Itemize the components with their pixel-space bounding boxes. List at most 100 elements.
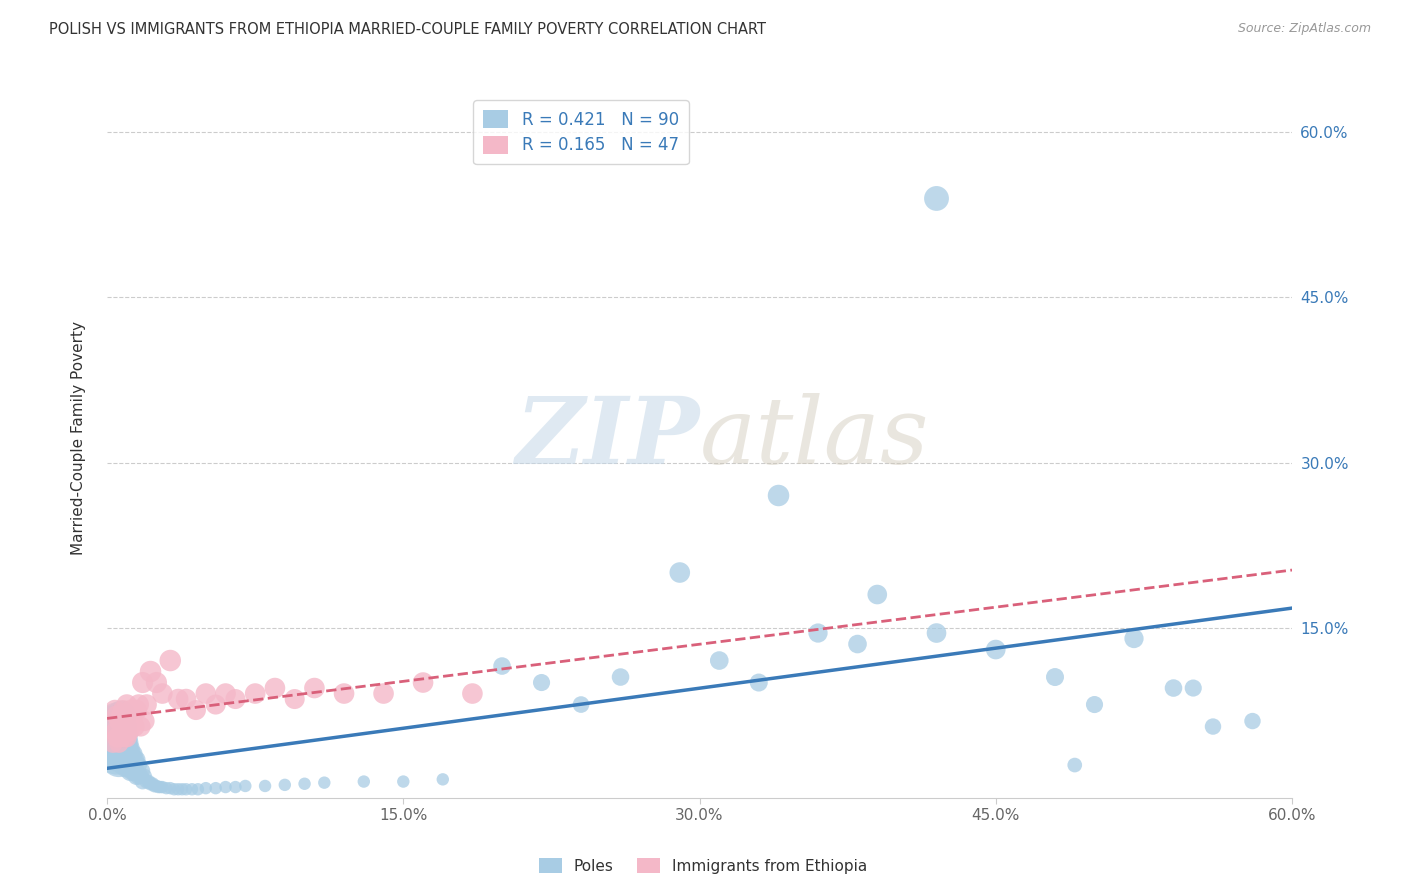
Text: atlas: atlas: [700, 392, 929, 483]
Point: [111, 703, 134, 717]
Point: [114, 731, 136, 745]
Point: [104, 703, 127, 717]
Point: [163, 782, 186, 797]
Point: [925, 191, 948, 205]
Point: [114, 741, 136, 756]
Point: [125, 769, 148, 783]
Point: [120, 764, 142, 778]
Point: [121, 764, 143, 778]
Point: [204, 781, 226, 796]
Point: [174, 782, 197, 797]
Point: [846, 637, 869, 651]
Point: [110, 747, 132, 761]
Point: [129, 720, 152, 734]
Point: [925, 626, 948, 640]
Point: [412, 675, 434, 690]
Point: [181, 782, 204, 797]
Point: [101, 725, 124, 739]
Point: [709, 654, 731, 668]
Point: [159, 654, 181, 668]
Point: [120, 703, 142, 717]
Point: [110, 708, 132, 723]
Point: [148, 780, 170, 794]
Point: [111, 741, 134, 756]
Point: [333, 687, 356, 701]
Point: [284, 692, 307, 706]
Point: [304, 681, 326, 695]
Point: [150, 780, 173, 794]
Point: [110, 708, 132, 723]
Point: [114, 731, 136, 745]
Point: [184, 703, 207, 717]
Point: [115, 731, 138, 745]
Point: [118, 758, 141, 772]
Point: [243, 687, 266, 701]
Point: [264, 681, 287, 695]
Point: [124, 720, 146, 734]
Point: [159, 781, 181, 796]
Point: [111, 753, 134, 767]
Point: [807, 626, 830, 640]
Point: [748, 675, 770, 690]
Point: [104, 741, 127, 756]
Point: [110, 725, 132, 739]
Point: [111, 725, 134, 739]
Point: [105, 708, 128, 723]
Point: [101, 736, 124, 750]
Point: [120, 720, 142, 734]
Point: [768, 489, 790, 503]
Point: [100, 720, 122, 734]
Point: [373, 687, 395, 701]
Point: [1123, 632, 1146, 646]
Text: ZIP: ZIP: [515, 392, 700, 483]
Point: [143, 779, 166, 793]
Point: [125, 703, 148, 717]
Point: [115, 758, 138, 772]
Point: [121, 747, 143, 761]
Point: [149, 780, 172, 794]
Point: [150, 687, 173, 701]
Point: [131, 764, 153, 778]
Point: [135, 698, 157, 712]
Point: [1063, 758, 1085, 772]
Point: [108, 753, 131, 767]
Point: [114, 753, 136, 767]
Point: [569, 698, 592, 712]
Point: [134, 714, 156, 728]
Point: [194, 687, 217, 701]
Point: [668, 566, 690, 580]
Point: [120, 747, 142, 761]
Point: [461, 687, 484, 701]
Point: [145, 779, 167, 793]
Point: [609, 670, 631, 684]
Point: [984, 642, 1007, 657]
Point: [432, 772, 454, 787]
Legend: Poles, Immigrants from Ethiopia: Poles, Immigrants from Ethiopia: [533, 852, 873, 880]
Point: [125, 753, 148, 767]
Text: POLISH VS IMMIGRANTS FROM ETHIOPIA MARRIED-COUPLE FAMILY POVERTY CORRELATION CHA: POLISH VS IMMIGRANTS FROM ETHIOPIA MARRI…: [49, 22, 766, 37]
Point: [118, 741, 141, 756]
Point: [105, 747, 128, 761]
Point: [115, 698, 138, 712]
Point: [105, 731, 128, 745]
Point: [167, 782, 190, 797]
Point: [131, 675, 153, 690]
Point: [139, 777, 162, 791]
Point: [214, 687, 236, 701]
Point: [1182, 681, 1205, 695]
Point: [128, 698, 150, 712]
Point: [1202, 720, 1225, 734]
Point: [294, 777, 316, 791]
Point: [392, 774, 415, 789]
Point: [121, 714, 143, 728]
Point: [530, 675, 553, 690]
Point: [101, 736, 124, 750]
Point: [124, 764, 146, 778]
Point: [110, 731, 132, 745]
Point: [194, 781, 217, 796]
Point: [104, 725, 127, 739]
Point: [214, 780, 236, 794]
Point: [167, 692, 190, 706]
Point: [224, 692, 246, 706]
Point: [131, 774, 153, 789]
